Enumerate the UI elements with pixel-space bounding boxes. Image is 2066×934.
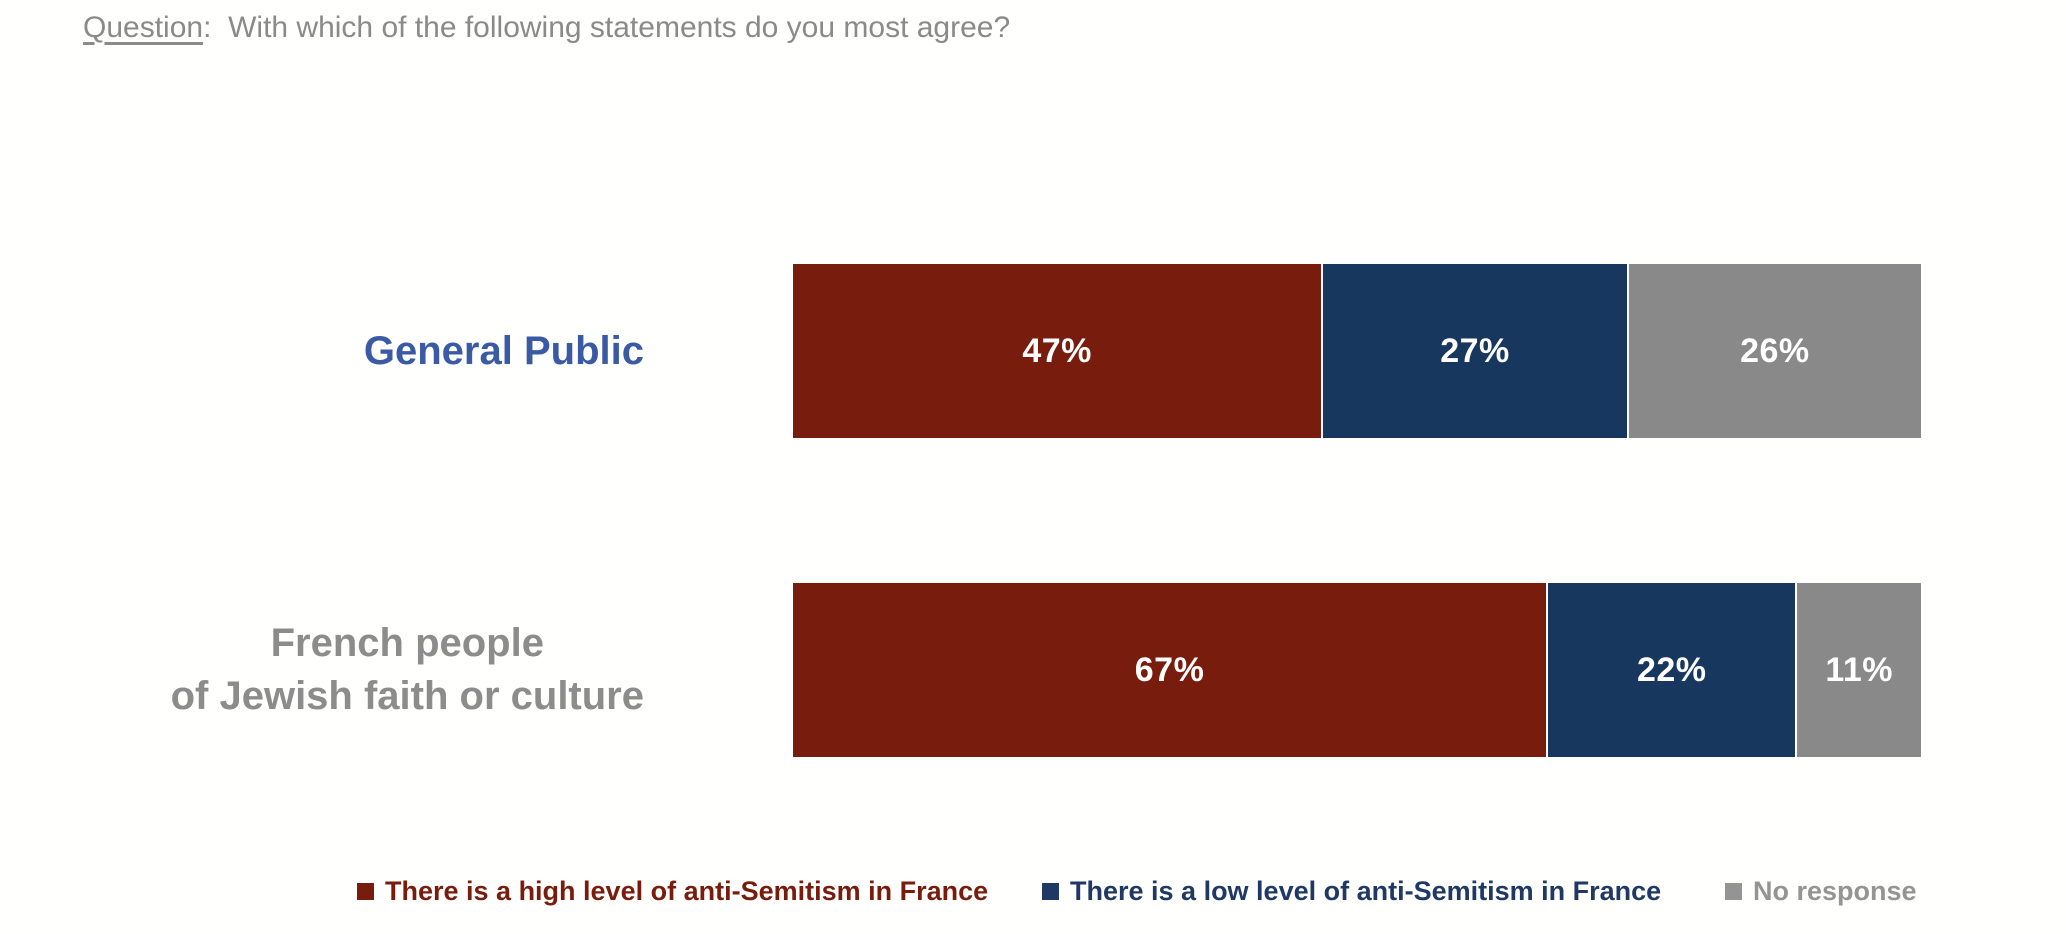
bar-value-label: 27% [1440,331,1510,370]
legend-swatch-icon [1725,882,1742,900]
category-label-line: French people [270,621,544,666]
chart-row: French people of Jewish faith or culture 6… [0,583,2066,757]
chart-legend: There is a high level of anti-Semitism i… [0,868,2066,914]
legend-label: There is a low level of anti-Semitism in… [1070,875,1662,906]
bar-value-label: 47% [1022,331,1092,370]
bar-value-label: 67% [1134,650,1205,689]
bar-value-label: 22% [1636,650,1707,689]
category-label-wrap: French people of Jewish faith or culture [0,583,644,757]
question: Question: With which of the following st… [83,10,1010,46]
bar-value-label: 26% [1740,331,1810,370]
category-label: French people of Jewish faith or culture [171,617,644,723]
bar-segment: 27% [1321,264,1627,438]
bar-segment: 67% [793,583,1547,757]
category-label: General Public [364,325,644,378]
category-label-line: General Public [363,328,644,373]
category-label-line: of Jewish faith or culture [170,674,644,718]
stacked-bar: 47% 27% 26% [793,264,1921,438]
category-label-wrap: General Public [0,264,644,438]
chart-row: General Public 47% 27% 26% [0,264,2066,438]
legend-swatch-icon [1042,882,1059,900]
legend-swatch-icon [357,882,374,900]
question-label: Question [83,11,204,44]
bar-segment: 22% [1546,583,1796,757]
legend-label: No response [1753,875,1917,906]
bar-segment: 26% [1626,264,1921,438]
legend-label: There is a high level of anti-Semitism i… [385,875,989,906]
legend-item: No response [1725,868,1917,914]
stacked-bar: 67% 22% 11% [793,583,1921,757]
question-text: : With which of the following statements… [203,11,1011,44]
bar-value-label: 11% [1825,650,1894,689]
bar-segment: 47% [793,264,1322,438]
bar-segment: 11% [1795,583,1921,757]
legend-item: There is a high level of anti-Semitism i… [357,868,988,914]
legend-item: There is a low level of anti-Semitism in… [1042,868,1661,914]
